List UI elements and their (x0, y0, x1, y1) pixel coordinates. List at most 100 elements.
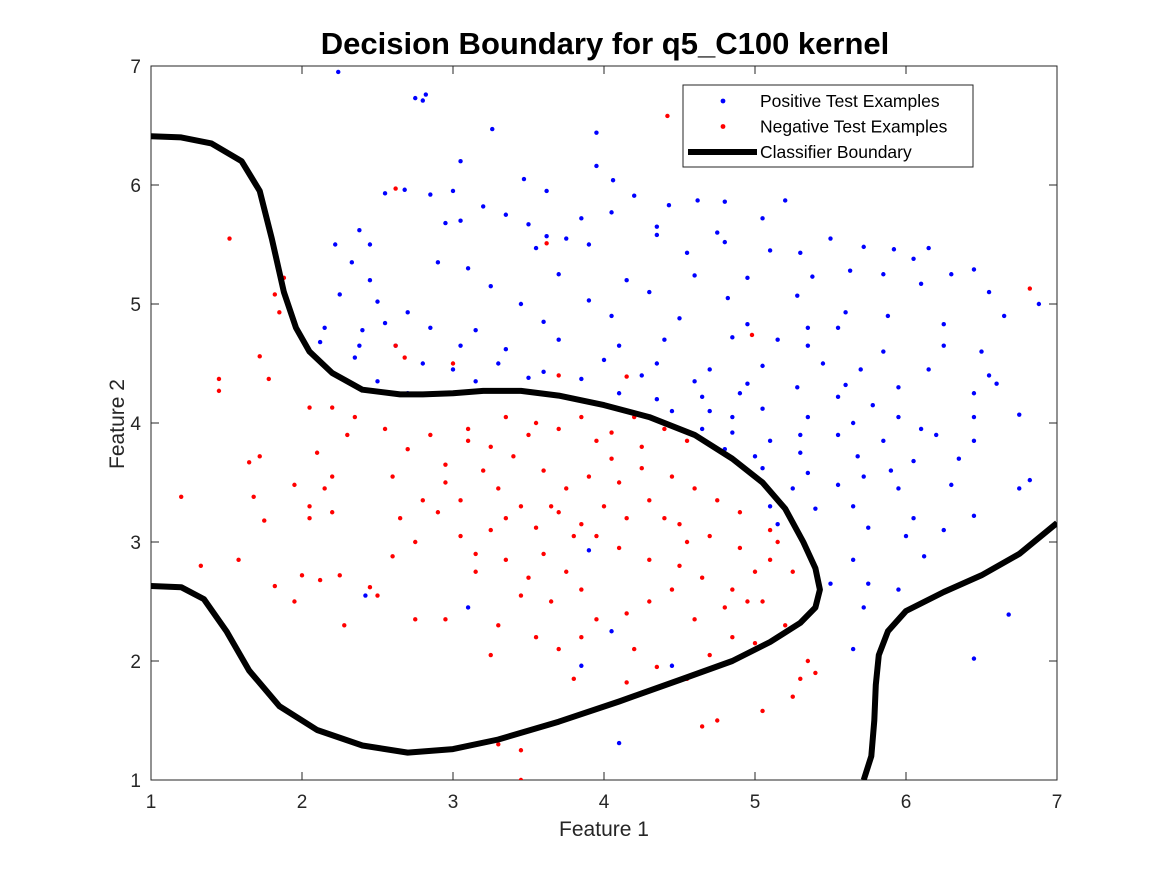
data-point (465, 426, 471, 432)
data-point (541, 551, 546, 557)
data-point (737, 391, 743, 396)
data-point (579, 376, 584, 382)
data-point (586, 298, 592, 303)
data-point (488, 444, 493, 449)
data-point (850, 504, 856, 509)
data-point (541, 369, 546, 375)
data-point (330, 405, 335, 410)
data-point (601, 357, 607, 363)
data-point (903, 533, 909, 539)
data-point (571, 676, 576, 682)
data-point (586, 548, 592, 553)
data-point (941, 322, 946, 327)
data-point (767, 527, 773, 533)
data-point (382, 426, 388, 432)
data-point (979, 349, 984, 354)
data-point (458, 159, 463, 164)
data-point (413, 95, 418, 101)
data-point (1006, 612, 1011, 617)
data-point (745, 322, 750, 327)
data-point (413, 539, 418, 545)
data-point (544, 241, 549, 246)
data-point (730, 414, 735, 420)
data-point (1017, 412, 1022, 417)
data-point (896, 414, 901, 420)
data-point (835, 482, 841, 488)
data-point (257, 354, 262, 359)
data-point (835, 325, 841, 330)
data-point (564, 236, 569, 241)
data-point (684, 438, 690, 444)
data-point (810, 274, 815, 279)
data-point (518, 777, 524, 780)
data-point (767, 504, 773, 509)
data-point (488, 652, 493, 658)
data-point (450, 361, 456, 366)
data-point (420, 498, 425, 503)
data-point (496, 623, 501, 628)
data-point (465, 605, 471, 610)
data-point (363, 593, 368, 598)
data-point (337, 292, 342, 297)
data-point (609, 313, 614, 319)
data-point (544, 233, 549, 239)
data-point (707, 367, 712, 372)
data-point (490, 126, 495, 132)
data-point (458, 498, 463, 503)
data-point (518, 504, 524, 509)
data-point (413, 617, 418, 622)
data-point (526, 375, 531, 380)
data-point (1027, 286, 1033, 291)
data-point (934, 432, 939, 438)
data-point (556, 272, 561, 277)
data-point (402, 187, 407, 192)
data-point (699, 394, 705, 400)
data-point (357, 343, 362, 348)
data-point (443, 462, 448, 467)
data-point (677, 316, 682, 321)
data-point (707, 533, 712, 539)
data-point (533, 525, 539, 530)
data-point (594, 617, 599, 622)
data-point (941, 527, 946, 533)
data-point (556, 337, 561, 342)
data-point (227, 236, 232, 241)
legend-marker (720, 124, 726, 129)
data-point (405, 310, 410, 315)
x-axis-label: Feature 1 (559, 818, 649, 841)
data-point (699, 724, 705, 729)
data-point (632, 646, 637, 652)
data-point (1001, 313, 1007, 319)
data-point (775, 539, 780, 545)
data-point (375, 379, 380, 384)
data-point (813, 670, 818, 676)
data-point (684, 539, 690, 545)
legend: Positive Test Examples Negative Test Exam… (682, 84, 974, 168)
data-point (349, 260, 355, 265)
data-point (375, 593, 380, 598)
data-point (692, 379, 697, 384)
data-point (541, 468, 546, 473)
y-tick-label: 7 (130, 57, 141, 78)
data-point (760, 216, 765, 221)
data-point (624, 680, 629, 685)
data-point (896, 587, 901, 592)
data-point (533, 420, 539, 426)
series-negative-test-examples (179, 113, 1033, 780)
data-point (639, 466, 644, 471)
data-point (443, 480, 448, 485)
data-point (885, 313, 891, 319)
data-point (835, 394, 841, 400)
data-point (926, 245, 931, 251)
data-point (330, 510, 335, 515)
data-point (257, 454, 262, 459)
data-point (393, 343, 398, 348)
data-point (481, 204, 486, 209)
data-point (556, 510, 561, 515)
data-point (402, 355, 407, 360)
x-tick-label: 5 (750, 792, 761, 813)
data-point (503, 347, 509, 352)
data-point (971, 391, 977, 396)
data-point (533, 245, 539, 251)
